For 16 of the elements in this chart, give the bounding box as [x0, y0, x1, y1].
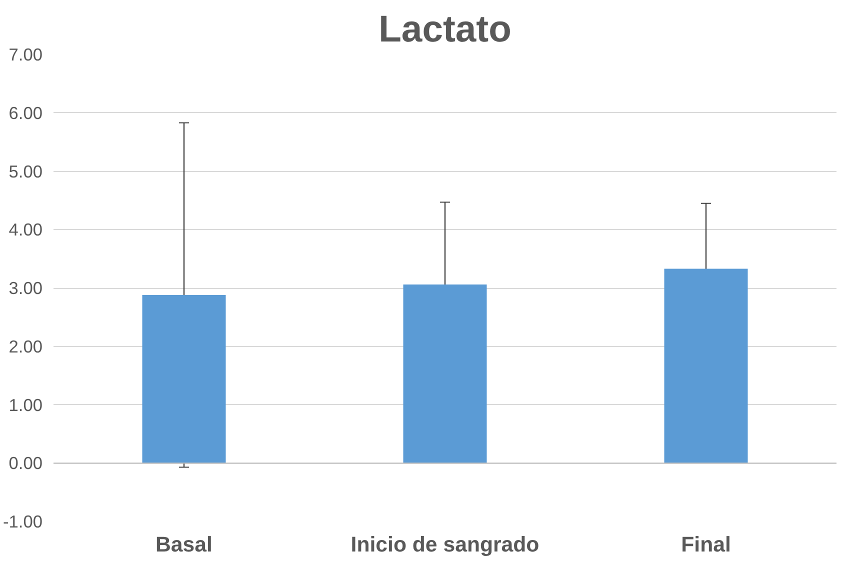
y-tick-label: -1.00 — [3, 512, 43, 532]
x-tick-label: Inicio de sangrado — [350, 532, 540, 556]
y-tick-label: 4.00 — [8, 220, 43, 240]
bar — [142, 295, 226, 464]
y-tick-label: 7.00 — [8, 44, 43, 64]
y-tick-label: 5.00 — [8, 161, 43, 182]
y-tick-label: 6.00 — [8, 102, 43, 123]
bar — [403, 284, 487, 464]
chart-title: Lactato — [378, 8, 512, 50]
y-tick-label: 0.00 — [8, 453, 43, 474]
x-tick-label: Final — [681, 532, 731, 556]
y-tick-label: 1.00 — [8, 394, 43, 415]
bar — [664, 268, 748, 464]
y-tick-label: 2.00 — [8, 336, 43, 356]
x-tick-label: Basal — [156, 532, 212, 556]
y-tick-label: 3.00 — [8, 278, 43, 298]
